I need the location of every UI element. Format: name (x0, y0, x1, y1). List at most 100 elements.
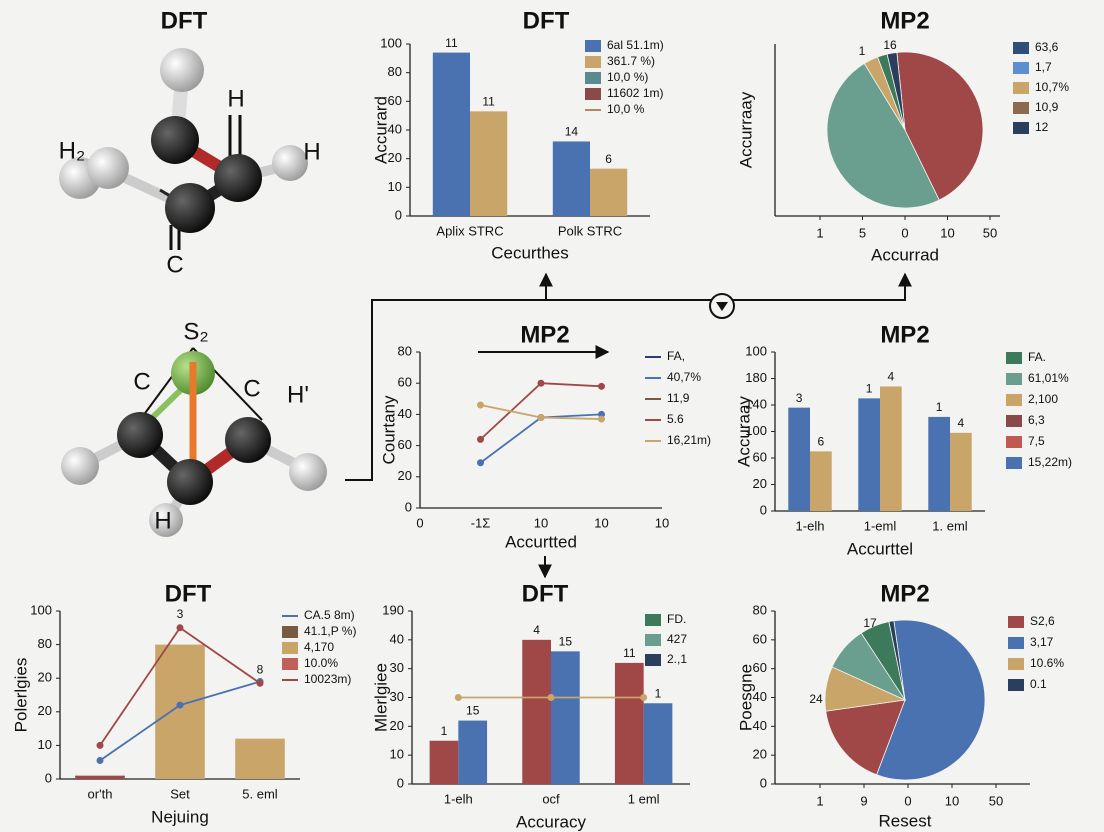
y-tick-label: 40 (398, 406, 412, 421)
y-tick-label: 80 (753, 602, 767, 617)
pie-slice (888, 620, 906, 701)
data-annotation: 6 (605, 152, 612, 166)
y-tick-label: 40 (753, 718, 767, 733)
data-annotation: 1 (866, 382, 873, 396)
x-axis-label: Accurttel (847, 539, 913, 558)
y-tick-label: 20 (38, 670, 52, 685)
legend-swatch (585, 56, 601, 68)
x-tick-label: 1-elh (444, 791, 473, 806)
data-annotation: 8 (257, 662, 264, 676)
bar (432, 52, 470, 216)
legend-label: FA. (1028, 350, 1046, 364)
line-marker (477, 401, 484, 409)
legend-label: 10023m) (304, 672, 351, 686)
bar (614, 662, 644, 784)
y-tick-label: 190 (382, 602, 404, 617)
atom-label: C (166, 251, 183, 278)
legend-swatch (1013, 82, 1029, 94)
legend-label: 63,6 (1035, 40, 1059, 54)
data-annotation: 15 (466, 704, 480, 718)
legend-label: 5.6 (667, 412, 684, 426)
y-tick-label: 10 (388, 179, 402, 194)
x-tick-label: 1 (816, 225, 823, 240)
y-tick-label: 100 (745, 343, 767, 358)
legend-label: 6al 51.1m) (607, 38, 664, 52)
legend-swatch (645, 634, 661, 646)
line-marker (256, 679, 264, 687)
legend-label: 0.1 (1030, 677, 1047, 691)
x-tick-label: 1 eml (628, 791, 660, 806)
y-tick-label: 100 (380, 35, 402, 50)
annotation: 24 (809, 692, 823, 706)
connectors (345, 272, 912, 579)
legend-label: 12 (1035, 120, 1049, 134)
atom-label: H (154, 507, 171, 534)
y-tick-label: 80 (38, 636, 52, 651)
bar (522, 639, 551, 784)
y-tick-label: 0 (397, 775, 404, 790)
x-tick-label: Set (170, 786, 190, 801)
x-tick-label: 0 (416, 515, 423, 530)
line-series (479, 382, 602, 441)
y-tick-label: 60 (753, 631, 767, 646)
bar (551, 651, 580, 784)
y-axis-label: Polerlgies (11, 658, 30, 733)
legend-swatch (645, 614, 661, 626)
bar (75, 775, 125, 779)
line-marker (96, 757, 104, 765)
y-tick-label: 0 (45, 770, 52, 785)
legend-label: 10.6% (1030, 656, 1064, 670)
bar (235, 738, 285, 779)
molecule-title: DFT (161, 7, 208, 34)
legend-label: 2,100 (1028, 392, 1058, 406)
pie-slice (896, 51, 984, 201)
y-tick-label: 30 (390, 660, 404, 675)
bar (643, 703, 673, 784)
annotation: 17 (863, 616, 877, 630)
legend-swatch (1006, 415, 1022, 427)
x-axis-label: Accurrad (871, 245, 939, 264)
atom-label: C (243, 375, 260, 402)
molecule-2: S₂ C C H' H (61, 318, 327, 537)
y-axis-label: Accurard (371, 96, 390, 164)
y-tick-label: 20 (390, 718, 404, 733)
legend-swatch (1006, 352, 1022, 364)
legend-label: CA.5 8m) (304, 608, 355, 622)
data-annotation: 15 (559, 635, 573, 649)
legend-label: 361.7 %) (607, 54, 655, 68)
data-annotation: 1 (655, 686, 662, 700)
y-tick-label: 10 (390, 747, 404, 762)
y-tick-label: 40 (753, 689, 767, 704)
legend-swatch (1013, 62, 1029, 74)
atom-label: C (133, 368, 150, 395)
line-marker (454, 694, 462, 701)
legend-label: 10,7% (1035, 80, 1069, 94)
y-axis-label: Accurraay (736, 91, 755, 168)
chart-title: DFT (165, 580, 212, 607)
y-tick-label: 60 (398, 375, 412, 390)
legend-swatch (1013, 102, 1029, 114)
y-tick-label: 40 (390, 631, 404, 646)
legend-swatch (1006, 457, 1022, 469)
y-tick-label: 20 (398, 468, 412, 483)
bar (590, 168, 628, 216)
bar (552, 141, 590, 216)
line-marker (547, 694, 555, 701)
line-marker (598, 415, 605, 423)
line-marker (176, 701, 184, 709)
legend-label: 7,5 (1028, 434, 1045, 448)
legend-label: 11602 1m) (607, 86, 663, 100)
legend-label: 427 (667, 632, 687, 646)
bar (788, 407, 810, 511)
legend-swatch (1013, 122, 1029, 134)
annotation: 16 (883, 38, 897, 52)
y-tick-label: 30 (390, 689, 404, 704)
x-tick-label: 5. eml (242, 786, 278, 801)
legend-swatch (645, 654, 661, 666)
data-annotation: 4 (958, 416, 965, 430)
chart-title: DFT (522, 580, 569, 607)
legend-label: 10.0% (304, 656, 338, 670)
y-tick-label: 140 (745, 396, 767, 411)
y-axis-label: Accuraay (734, 396, 753, 467)
atom-label: S₂ (183, 318, 208, 345)
